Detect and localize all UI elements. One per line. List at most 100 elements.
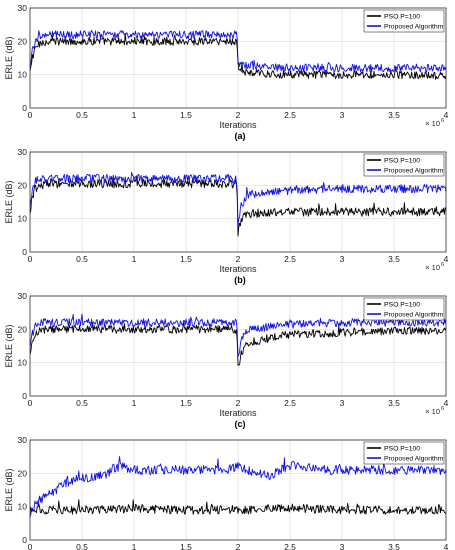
y-tick-label: 0 — [22, 103, 27, 113]
axes-frame — [29, 7, 447, 109]
series-line-pso — [30, 32, 446, 80]
y-axis-label: ERLE (dB) — [4, 468, 14, 511]
axes-frame — [29, 151, 447, 253]
x-tick-label: 2 — [236, 542, 241, 550]
x-tick-label: 2 — [236, 110, 241, 120]
y-axis-label: ERLE (dB) — [4, 180, 14, 223]
x-tick-label: 0 — [28, 398, 33, 408]
x-tick-label: 1 — [132, 254, 137, 264]
x-tick-label: 1.5 — [180, 110, 192, 120]
chart-panel: 0 0.5 1 1.5 2 2.5 3 3.5 4 0 10 20 30 PSO P=100 Propose… — [4, 291, 449, 429]
x-axis-multiplier: × 10 — [425, 119, 440, 128]
x-tick-label: 3 — [340, 254, 345, 264]
legend: PSO P=100 Proposed Algorithm — [363, 441, 445, 465]
x-axis-label: Iterations — [219, 408, 257, 418]
x-tick-label: 4 — [444, 254, 449, 264]
x-axis-exponent: 6 — [441, 262, 444, 268]
x-tick-label: 0.5 — [76, 254, 88, 264]
x-tick-label: 3.5 — [388, 110, 400, 120]
x-tick-label: 0.5 — [76, 398, 88, 408]
x-tick-label: 2.5 — [284, 398, 296, 408]
x-tick-label: 1.5 — [180, 254, 192, 264]
y-tick-label: 20 — [18, 180, 28, 190]
y-tick-label: 10 — [18, 214, 28, 224]
x-tick-label: 2 — [236, 254, 241, 264]
x-tick-label: 0.5 — [76, 110, 88, 120]
x-axis-label: Iterations — [219, 120, 257, 130]
series-line-proposed — [30, 171, 446, 228]
panel-label: (c) — [235, 419, 246, 429]
chart-panel: 0 0.5 1 1.5 2 2.5 3 3.5 4 0 10 20 30 PSO P=100 Propose… — [4, 147, 449, 285]
x-tick-label: 2.5 — [284, 110, 296, 120]
legend-label: Proposed Algorithm — [384, 168, 444, 175]
y-tick-label: 10 — [18, 502, 28, 512]
y-tick-label: 30 — [18, 3, 28, 13]
series-line-proposed — [30, 456, 446, 518]
series-line-pso — [30, 322, 446, 366]
x-axis-multiplier: × 10 — [425, 407, 440, 416]
legend-label: PSO P=100 — [384, 446, 420, 453]
x-axis-multiplier: × 10 — [425, 263, 440, 272]
series-line-pso — [30, 499, 446, 515]
y-axis-label: ERLE (dB) — [4, 36, 14, 79]
y-tick-label: 30 — [18, 291, 28, 301]
chart-panel: 0 0.5 1 1.5 2 2.5 3 3.5 4 0 10 20 30 PSO P=100 Propose… — [4, 435, 449, 550]
legend: PSO P=100 Proposed Algorithm — [363, 9, 445, 33]
legend-box — [363, 9, 445, 33]
x-tick-label: 2.5 — [284, 254, 296, 264]
x-tick-label: 2 — [236, 398, 241, 408]
y-tick-label: 30 — [18, 435, 28, 445]
legend: PSO P=100 Proposed Algorithm — [363, 297, 445, 321]
x-tick-label: 3.5 — [388, 254, 400, 264]
x-tick-label: 3 — [340, 110, 345, 120]
legend-label: Proposed Algorithm — [384, 24, 444, 31]
y-tick-label: 20 — [18, 468, 28, 478]
y-tick-label: 20 — [18, 36, 28, 46]
x-tick-label: 1 — [132, 110, 137, 120]
panel-label: (a) — [235, 131, 246, 141]
panel-label: (b) — [234, 275, 246, 285]
x-tick-label: 1 — [132, 542, 137, 550]
x-tick-label: 3 — [340, 398, 345, 408]
y-axis-label: ERLE (dB) — [4, 324, 14, 367]
x-tick-label: 0 — [28, 254, 33, 264]
x-axis-exponent: 6 — [441, 118, 444, 124]
legend-box — [363, 153, 445, 177]
series-line-pso — [30, 174, 446, 237]
legend-label: Proposed Algorithm — [384, 456, 444, 463]
legend-label: PSO P=100 — [384, 302, 420, 309]
y-tick-label: 20 — [18, 324, 28, 334]
legend-label: PSO P=100 — [384, 14, 420, 21]
x-axis-exponent: 6 — [441, 406, 444, 412]
legend-label: Proposed Algorithm — [384, 312, 444, 319]
x-tick-label: 1.5 — [180, 542, 192, 550]
legend-box — [363, 297, 445, 321]
legend: PSO P=100 Proposed Algorithm — [363, 153, 445, 177]
x-tick-label: 3.5 — [388, 398, 400, 408]
y-tick-label: 30 — [18, 147, 28, 157]
y-tick-label: 0 — [22, 535, 27, 545]
series-line-proposed — [30, 29, 446, 73]
x-tick-label: 3 — [340, 542, 345, 550]
x-tick-label: 0 — [28, 542, 33, 550]
x-tick-label: 1 — [132, 398, 137, 408]
x-tick-label: 0 — [28, 110, 33, 120]
axes-frame — [29, 295, 447, 397]
x-axis-label: Iterations — [219, 264, 257, 274]
y-tick-label: 0 — [22, 391, 27, 401]
legend-label: PSO P=100 — [384, 158, 420, 165]
x-tick-label: 2.5 — [284, 542, 296, 550]
x-tick-label: 0.5 — [76, 542, 88, 550]
x-tick-label: 4 — [444, 542, 449, 550]
x-tick-label: 4 — [444, 110, 449, 120]
x-tick-label: 1.5 — [180, 398, 192, 408]
y-tick-label: 10 — [18, 358, 28, 368]
series-line-proposed — [30, 312, 446, 357]
x-tick-label: 4 — [444, 398, 449, 408]
x-tick-label: 3.5 — [388, 542, 400, 550]
legend-box — [363, 441, 445, 465]
axes-frame — [29, 439, 447, 541]
y-tick-label: 10 — [18, 70, 28, 80]
y-tick-label: 0 — [22, 247, 27, 257]
